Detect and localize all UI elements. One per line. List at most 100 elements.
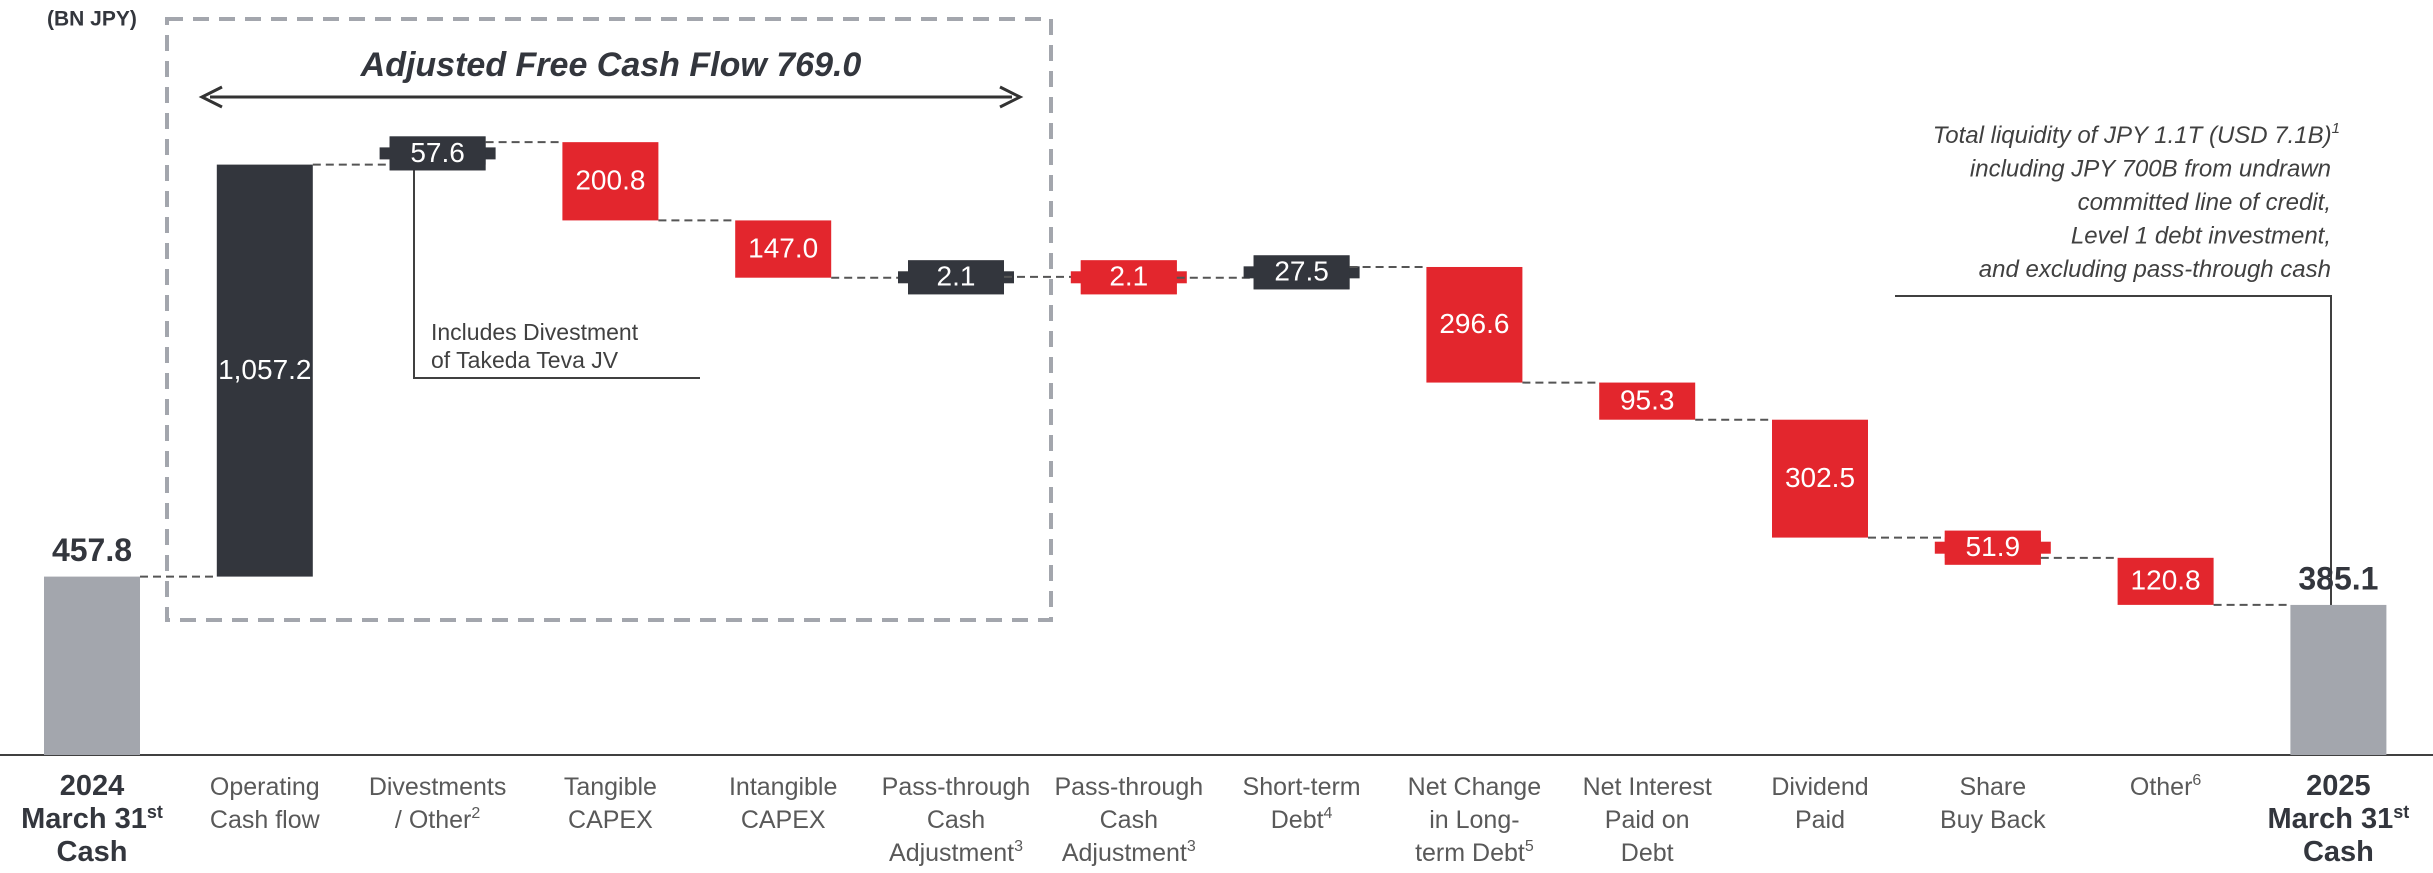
- note: Total liquidity of JPY 1.1T (USD 7.1B)1: [1933, 120, 2340, 149]
- bar: [44, 576, 140, 755]
- label-box: [1080, 260, 1177, 295]
- x-tick-label: 2025 March 31st Cash: [2268, 770, 2410, 868]
- x-tick-label: Pass-through Cash Adjustment3: [882, 773, 1031, 867]
- x-tick-label-sup: 5: [1525, 838, 1534, 855]
- x-tick-label: Other6: [2130, 772, 2202, 801]
- x-tick-label-part: Net Change: [1408, 773, 1541, 801]
- x-tick-label-part: Cash: [927, 806, 985, 834]
- note-line: committed line of credit,: [2078, 189, 2331, 216]
- x-tick-label-part: Pass-through: [882, 773, 1031, 801]
- value-label: 200.8: [575, 165, 645, 196]
- x-tick-label-part: 2025: [2306, 770, 2371, 802]
- label-box: [1253, 255, 1350, 290]
- bar: [562, 142, 659, 221]
- note-line: including JPY 700B from undrawn: [1970, 156, 2331, 183]
- total-label: 457.8: [52, 532, 132, 568]
- value-label: 296.6: [1439, 308, 1509, 339]
- afcf-box: [165, 17, 1053, 622]
- value-label: 51.9: [1966, 531, 2021, 562]
- label-box: [389, 136, 486, 171]
- x-tick-label: Pass-through Cash Adjustment3: [1054, 773, 1203, 867]
- label-box: [908, 260, 1004, 295]
- x-tick-label-part: Cash: [57, 836, 128, 868]
- x-tick-label-part: Adjustment: [889, 839, 1014, 867]
- x-tick-label: Share Buy Back: [1940, 773, 2046, 834]
- x-tick-label: Net Change in Long-term Debt5: [1408, 773, 1541, 867]
- x-tick-label-part: Dividend: [1771, 773, 1868, 801]
- x-tick-label-part: Adjustment: [1062, 839, 1187, 867]
- x-tick-label-part: in Long-: [1429, 806, 1519, 834]
- value-label: 2.1: [937, 261, 976, 292]
- x-tick-label-part: Paid: [1795, 806, 1845, 834]
- x-tick-label-part: Intangible: [729, 773, 837, 801]
- x-tick-label: Divestments / Other2: [369, 773, 507, 834]
- note-line: and excluding pass-through cash: [1979, 256, 2331, 283]
- x-tick-label-part: CAPEX: [568, 806, 653, 834]
- value-label: 57.6: [410, 137, 465, 168]
- afcf-arrowheads: [198, 85, 1024, 109]
- x-tick-label-part: / Other: [395, 806, 471, 834]
- x-tick-label-sup: 3: [1187, 838, 1196, 855]
- annotation: of Takeda Teva JV: [431, 347, 619, 373]
- bar: [735, 220, 832, 278]
- bar: [1772, 419, 1868, 538]
- note: and excluding pass-through cash: [1979, 256, 2331, 283]
- x-tick-label-part: term Debt: [1415, 839, 1525, 867]
- x-tick-label: Tangible CAPEX: [564, 773, 657, 834]
- annotation: Includes Divestment: [431, 319, 639, 345]
- value-label: 302.5: [1785, 462, 1855, 493]
- x-tick-label: Dividend Paid: [1771, 773, 1868, 834]
- bar: [216, 164, 313, 577]
- note-line: Level 1 debt investment,: [2071, 223, 2331, 250]
- x-tick-label-part: CAPEX: [741, 806, 826, 834]
- note: committed line of credit,: [2078, 189, 2331, 216]
- x-tick-label-sup: 4: [1324, 805, 1333, 822]
- value-label: 147.0: [748, 232, 818, 263]
- x-tick-label-part: Operating: [210, 773, 320, 801]
- x-tick-label-sup: st: [147, 802, 163, 822]
- value-label: 95.3: [1620, 385, 1675, 416]
- unit-label: (BN JPY): [47, 8, 137, 31]
- x-tick-label-part: Cash: [1100, 806, 1158, 834]
- x-tick-label: Short-term Debt4: [1243, 773, 1361, 834]
- note-leader: [1895, 295, 2332, 612]
- x-tick-label-part: Tangible: [564, 773, 657, 801]
- total-label: 385.1: [2298, 560, 2378, 596]
- x-tick-label-part: March 31: [21, 803, 147, 835]
- x-tick-label-part: Net Interest: [1583, 773, 1712, 801]
- x-tick-label-part: Share: [1959, 773, 2026, 801]
- chart-title: Adjusted Free Cash Flow 769.0: [360, 46, 862, 84]
- x-tick-label-part: Short-term: [1243, 773, 1361, 801]
- value-label: 27.5: [1274, 256, 1329, 287]
- x-tick-label-part: Cash flow: [210, 806, 321, 834]
- value-label: 120.8: [2131, 565, 2201, 596]
- bar: [2117, 557, 2214, 605]
- x-tick-label-part: Other: [2130, 773, 2193, 801]
- x-tick-label: Operating Cash flow: [210, 773, 321, 834]
- x-tick-label: 2024 March 31st Cash: [21, 770, 163, 868]
- note: Level 1 debt investment,: [2071, 223, 2331, 250]
- x-tick-label-part: Pass-through: [1054, 773, 1203, 801]
- x-tick-label: Intangible CAPEX: [729, 773, 837, 834]
- annotation-leader: [413, 150, 700, 379]
- x-tick-label-part: Debt: [1621, 839, 1674, 867]
- x-tick-label-part: Paid on: [1605, 806, 1690, 834]
- x-tick-label-part: Divestments: [369, 773, 507, 801]
- note-sup: 1: [2332, 120, 2340, 137]
- note: including JPY 700B from undrawn: [1970, 156, 2331, 183]
- label-box: [1944, 530, 2041, 565]
- x-tick-label-part: 2024: [60, 770, 125, 802]
- x-tick-label-part: March 31: [2268, 803, 2394, 835]
- x-tick-label-part: Debt: [1271, 806, 1324, 834]
- note-line: Total liquidity of JPY 1.1T (USD 7.1B): [1933, 122, 2332, 149]
- value-label: 1,057.2: [218, 354, 311, 385]
- x-tick-label-part: Buy Back: [1940, 806, 2046, 834]
- x-tick-label-part: Cash: [2303, 836, 2374, 868]
- bar: [1426, 266, 1523, 383]
- bar: [1599, 382, 1696, 420]
- value-label: 2.1: [1109, 261, 1148, 292]
- bar: [2290, 604, 2387, 755]
- x-tick-label-sup: 3: [1014, 838, 1023, 855]
- x-tick-label-sup: 2: [471, 805, 480, 822]
